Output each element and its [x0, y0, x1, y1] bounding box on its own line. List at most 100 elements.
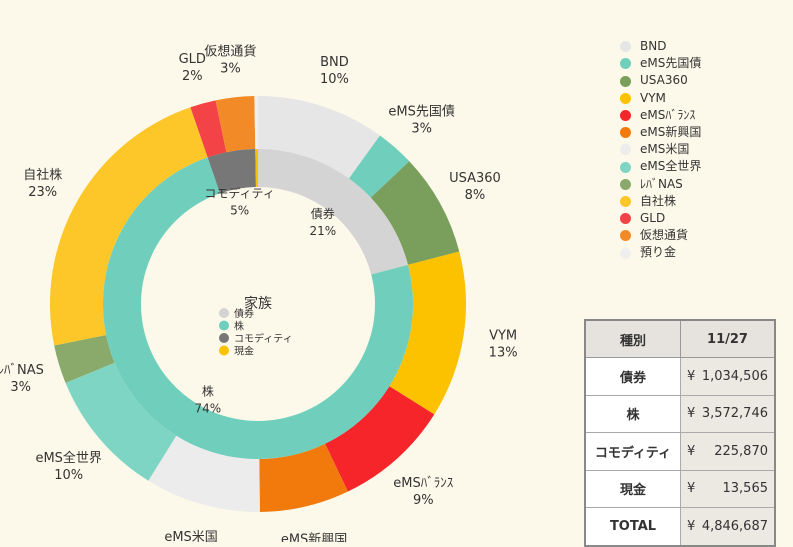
- outer-pct-9: 23%: [28, 185, 57, 200]
- outer-slice-0: [258, 96, 380, 179]
- legend-dot: [620, 92, 631, 104]
- inner-label-1: 株: [202, 383, 214, 398]
- summary-row: 債券 ¥1,034,506: [584, 357, 776, 396]
- legend-dot: [620, 195, 631, 207]
- outer-slice-8: [54, 334, 115, 383]
- legend: BND eMS先国債 USA360 VYM eMSﾊﾞﾗﾝｽ eMS新興国 eMS米国 eMS…: [620, 38, 701, 262]
- outer-slice-1: [348, 135, 410, 198]
- legend-item-10: GLD: [620, 210, 701, 227]
- legend-dot: [620, 161, 631, 173]
- legend-label: 自社株: [640, 193, 677, 208]
- legend-dot: [620, 230, 631, 242]
- summary-row: 株 ¥3,572,746: [584, 394, 776, 433]
- center-label: 家族: [244, 295, 272, 312]
- outer-slice-11: [215, 96, 256, 153]
- outer-slice-5: [259, 443, 348, 512]
- inner-slice-0: [258, 149, 408, 275]
- legend-item-12: 預り金: [620, 244, 701, 261]
- outer-slice-10: [190, 100, 227, 158]
- outer-label-11: 仮想通貨: [204, 44, 256, 60]
- outer-slice-9: [49, 107, 208, 346]
- outer-label-7: eMS全世界: [35, 450, 101, 466]
- inner-pct-1: 74%: [195, 401, 222, 415]
- currency-symbol: ¥: [687, 406, 696, 422]
- legend-label: 仮想通貨: [640, 228, 689, 243]
- outer-pct-3: 13%: [489, 346, 518, 361]
- summary-row: 現金 ¥13,565: [584, 469, 776, 508]
- legend-label: 預り金: [640, 245, 677, 260]
- outer-label-5: eMS新興国: [281, 532, 347, 542]
- summary-row-label: 現金: [584, 469, 681, 508]
- currency-symbol: ¥: [687, 443, 696, 459]
- summary-header-type: 種別: [584, 319, 681, 358]
- outer-pct-2: 8%: [465, 188, 486, 203]
- summary-row: TOTAL ¥4,846,687: [584, 507, 776, 546]
- legend-dot: [620, 75, 631, 87]
- amount: 3,572,746: [701, 406, 768, 422]
- outer-label-2: USA360: [449, 171, 501, 186]
- amount: 4,846,687: [701, 518, 768, 534]
- inner-pct-0: 21%: [309, 224, 336, 238]
- legend-item-2: USA360: [620, 72, 701, 89]
- legend-label: ﾚﾊﾞNAS: [640, 176, 683, 191]
- inner-slice-2: [207, 149, 256, 194]
- legend-dot: [620, 247, 631, 259]
- summary-row-label: コモディティ: [584, 432, 681, 471]
- outer-label-8: ﾚﾊﾞNAS: [0, 363, 44, 378]
- legend-label: VYM: [640, 90, 666, 105]
- summary-row-value: ¥1,034,506: [680, 357, 776, 396]
- donut-chart: BND 10% eMS先国債 3% USA360 8% VYM 13% eMSﾊﾞﾗﾝｽ 9% eM…: [0, 44, 518, 542]
- legend-item-3: VYM: [620, 90, 701, 107]
- outer-label-1: eMS先国債: [388, 105, 454, 120]
- inner-legend-dot-1: [219, 320, 229, 331]
- amount: 225,870: [714, 443, 768, 459]
- inner-slice-3: [255, 149, 258, 188]
- outer-slice-2: [370, 161, 460, 265]
- outer-slice-3: [389, 251, 466, 415]
- legend-item-6: eMS米国: [620, 141, 701, 158]
- legend-label: eMS先国債: [640, 56, 702, 71]
- legend-label: eMSﾊﾞﾗﾝｽ: [640, 107, 696, 122]
- legend-label: eMS新興国: [640, 125, 702, 140]
- inner-legend-label-2: コモディティ: [234, 332, 293, 345]
- amount: 1,034,506: [701, 368, 768, 384]
- legend-item-4: eMSﾊﾞﾗﾝｽ: [620, 107, 701, 124]
- outer-slice-12: [254, 96, 258, 150]
- legend-item-8: ﾚﾊﾞNAS: [620, 176, 701, 193]
- inner-legend-dot-0: [219, 308, 229, 318]
- outer-pct-0: 10%: [320, 72, 349, 87]
- outer-pct-10: 2%: [182, 69, 203, 84]
- outer-label-10: GLD: [179, 52, 206, 67]
- inner-label-2: コモディティ: [204, 186, 274, 201]
- summary-row-value: ¥4,846,687: [680, 507, 776, 546]
- summary-row-value: ¥3,572,746: [680, 394, 776, 433]
- inner-legend-label-0: 債券: [234, 307, 254, 320]
- legend-label: BND: [640, 39, 667, 53]
- outer-pct-11: 3%: [220, 62, 241, 77]
- legend-label: GLD: [640, 211, 666, 226]
- outer-slice-4: [325, 386, 435, 492]
- legend-item-11: 仮想通貨: [620, 227, 701, 244]
- inner-label-0: 債券: [311, 206, 335, 221]
- outer-slice-6: [148, 435, 260, 512]
- outer-label-0: BND: [320, 55, 349, 70]
- legend-label: eMS全世界: [640, 159, 702, 174]
- outer-label-6: eMS米国: [164, 530, 217, 542]
- outer-slice-7: [65, 362, 177, 481]
- summary-table: 種別 11/27 債券 ¥1,034,506 株 ¥3,572,746 コモディティ ¥2…: [584, 319, 776, 547]
- outer-pct-7: 10%: [54, 468, 83, 483]
- currency-symbol: ¥: [687, 368, 696, 384]
- legend-item-7: eMS全世界: [620, 158, 701, 175]
- legend-label: USA360: [640, 73, 688, 88]
- summary-header-date: 11/27: [680, 319, 776, 358]
- summary-row-label: TOTAL: [584, 507, 681, 546]
- currency-symbol: ¥: [687, 481, 696, 497]
- amount: 13,565: [722, 481, 769, 497]
- outer-label-4: eMSﾊﾞﾗﾝｽ: [393, 476, 453, 491]
- outer-pct-4: 9%: [413, 493, 434, 508]
- legend-item-9: 自社株: [620, 193, 701, 210]
- inner-legend-dot-2: [219, 333, 229, 343]
- summary-row-value: ¥13,565: [680, 469, 776, 508]
- summary-row: コモディティ ¥225,870: [584, 432, 776, 471]
- summary-row-value: ¥225,870: [680, 432, 776, 471]
